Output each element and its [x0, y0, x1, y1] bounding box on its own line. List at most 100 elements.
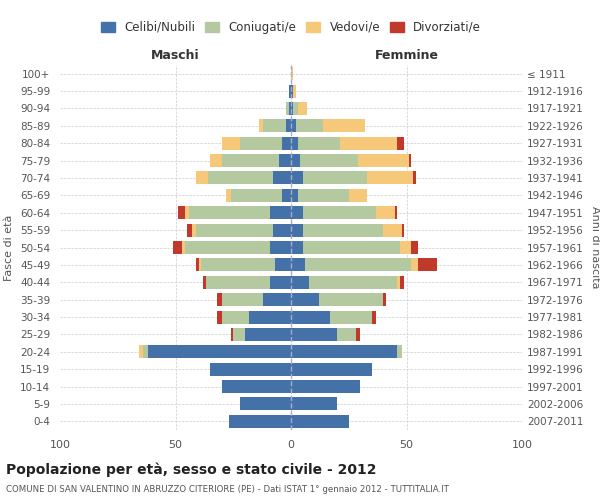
Bar	[402, 224, 404, 236]
Bar	[210, 362, 291, 376]
Bar	[372, 310, 376, 324]
Bar	[190, 206, 270, 220]
Bar	[222, 310, 250, 324]
Bar	[418, 258, 437, 272]
Bar	[349, 189, 367, 202]
Bar	[178, 206, 185, 220]
Bar	[413, 172, 416, 184]
Bar	[291, 362, 372, 376]
Bar	[280, 154, 291, 167]
Bar	[173, 241, 182, 254]
Bar	[199, 258, 201, 272]
Bar	[302, 206, 376, 220]
Bar	[203, 276, 206, 289]
Bar	[282, 136, 291, 149]
Bar	[231, 328, 233, 341]
Bar	[291, 310, 330, 324]
Bar	[222, 380, 291, 393]
Bar	[270, 206, 291, 220]
Bar	[291, 398, 337, 410]
Bar	[383, 293, 386, 306]
Bar	[291, 346, 397, 358]
Bar	[409, 154, 411, 167]
Bar	[397, 346, 402, 358]
Bar	[210, 154, 222, 167]
Bar	[291, 415, 349, 428]
Bar	[222, 154, 280, 167]
Bar	[291, 189, 298, 202]
Bar	[231, 189, 282, 202]
Bar	[240, 136, 282, 149]
Bar	[291, 67, 293, 80]
Bar	[291, 120, 296, 132]
Bar	[356, 328, 360, 341]
Bar	[291, 293, 319, 306]
Bar	[397, 276, 400, 289]
Bar	[358, 154, 409, 167]
Text: Femmine: Femmine	[374, 50, 439, 62]
Bar	[263, 120, 286, 132]
Y-axis label: Anni di nascita: Anni di nascita	[590, 206, 600, 289]
Bar	[222, 136, 240, 149]
Bar	[302, 241, 400, 254]
Bar	[289, 102, 291, 115]
Bar	[217, 310, 222, 324]
Bar	[296, 120, 323, 132]
Bar	[263, 293, 291, 306]
Bar	[240, 398, 291, 410]
Text: Popolazione per età, sesso e stato civile - 2012: Popolazione per età, sesso e stato civil…	[6, 462, 377, 477]
Text: COMUNE DI SAN VALENTINO IN ABRUZZO CITERIORE (PE) - Dati ISTAT 1° gennaio 2012 -: COMUNE DI SAN VALENTINO IN ABRUZZO CITER…	[6, 485, 449, 494]
Bar	[291, 224, 302, 236]
Bar	[376, 206, 395, 220]
Bar	[293, 102, 298, 115]
Bar	[291, 154, 300, 167]
Bar	[310, 276, 397, 289]
Legend: Celibi/Nubili, Coniugati/e, Vedovi/e, Divorziati/e: Celibi/Nubili, Coniugati/e, Vedovi/e, Di…	[96, 16, 486, 38]
Bar	[259, 120, 263, 132]
Bar	[411, 258, 418, 272]
Bar	[298, 136, 340, 149]
Bar	[300, 154, 358, 167]
Bar	[250, 310, 291, 324]
Bar	[291, 172, 302, 184]
Bar	[182, 241, 185, 254]
Bar	[208, 172, 272, 184]
Bar	[201, 258, 275, 272]
Bar	[323, 120, 365, 132]
Bar	[270, 276, 291, 289]
Bar	[196, 224, 272, 236]
Bar	[298, 102, 307, 115]
Bar	[185, 206, 190, 220]
Bar	[302, 172, 367, 184]
Bar	[291, 102, 293, 115]
Bar	[143, 346, 148, 358]
Bar	[337, 328, 356, 341]
Bar	[319, 293, 383, 306]
Bar	[272, 224, 291, 236]
Bar	[367, 172, 413, 184]
Bar	[395, 206, 397, 220]
Bar	[196, 258, 199, 272]
Bar	[293, 84, 296, 98]
Bar	[191, 224, 196, 236]
Bar	[187, 224, 191, 236]
Y-axis label: Fasce di età: Fasce di età	[4, 214, 14, 280]
Bar	[282, 189, 291, 202]
Bar	[305, 258, 411, 272]
Bar	[400, 276, 404, 289]
Bar	[302, 224, 383, 236]
Bar	[291, 328, 337, 341]
Bar	[291, 276, 310, 289]
Bar	[340, 136, 397, 149]
Bar	[286, 102, 289, 115]
Bar	[206, 276, 270, 289]
Bar	[291, 258, 305, 272]
Bar	[291, 241, 302, 254]
Bar	[222, 293, 263, 306]
Bar	[245, 328, 291, 341]
Bar	[291, 84, 293, 98]
Bar	[185, 241, 270, 254]
Text: Maschi: Maschi	[151, 50, 200, 62]
Bar	[291, 380, 360, 393]
Bar	[289, 84, 291, 98]
